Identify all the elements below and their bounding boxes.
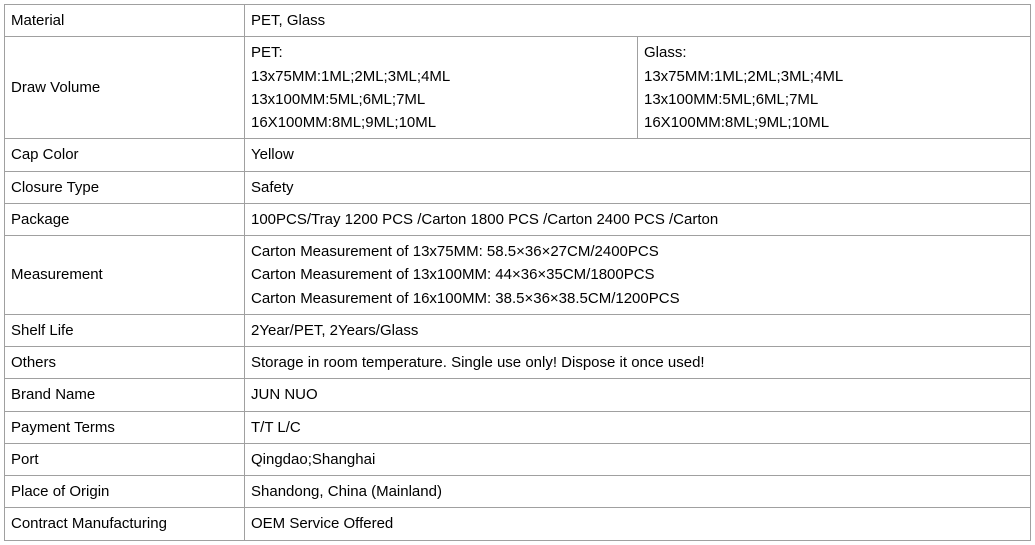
value-line: Carton Measurement of 13x75MM: 58.5×36×2… bbox=[251, 240, 1024, 263]
table-row: OthersStorage in room temperature. Singl… bbox=[5, 347, 1031, 379]
row-value: Safety bbox=[245, 171, 1031, 203]
table-row: Closure TypeSafety bbox=[5, 171, 1031, 203]
table-row: Brand NameJUN NUO bbox=[5, 379, 1031, 411]
row-label: Closure Type bbox=[5, 171, 245, 203]
row-label: Port bbox=[5, 443, 245, 475]
value-line: 16X100MM:8ML;9ML;10ML bbox=[644, 111, 1024, 134]
row-label: Draw Volume bbox=[5, 37, 245, 139]
table-row: Payment TermsT/T L/C bbox=[5, 411, 1031, 443]
row-label: Place of Origin bbox=[5, 476, 245, 508]
value-line: 13x75MM:1ML;2ML;3ML;4ML bbox=[644, 65, 1024, 88]
row-value: JUN NUO bbox=[245, 379, 1031, 411]
row-value: Yellow bbox=[245, 139, 1031, 171]
row-value: 2Year/PET, 2Years/Glass bbox=[245, 314, 1031, 346]
value-line: 16X100MM:8ML;9ML;10ML bbox=[251, 111, 631, 134]
row-value: PET, Glass bbox=[245, 5, 1031, 37]
row-label: Payment Terms bbox=[5, 411, 245, 443]
value-line: 13x100MM:5ML;6ML;7ML bbox=[644, 88, 1024, 111]
split-left: PET:13x75MM:1ML;2ML;3ML;4ML13x100MM:5ML;… bbox=[245, 37, 638, 138]
row-label: Material bbox=[5, 5, 245, 37]
row-label: Measurement bbox=[5, 236, 245, 315]
row-value: Shandong, China (Mainland) bbox=[245, 476, 1031, 508]
table-row: Draw VolumePET:13x75MM:1ML;2ML;3ML;4ML13… bbox=[5, 37, 1031, 139]
table-row: Shelf Life2Year/PET, 2Years/Glass bbox=[5, 314, 1031, 346]
table-row: Contract ManufacturingOEM Service Offere… bbox=[5, 508, 1031, 540]
row-value: PET:13x75MM:1ML;2ML;3ML;4ML13x100MM:5ML;… bbox=[245, 37, 1031, 139]
row-value: Carton Measurement of 13x75MM: 58.5×36×2… bbox=[245, 236, 1031, 315]
table-row: MaterialPET, Glass bbox=[5, 5, 1031, 37]
table-row: PortQingdao;Shanghai bbox=[5, 443, 1031, 475]
row-value: Storage in room temperature. Single use … bbox=[245, 347, 1031, 379]
value-line: PET: bbox=[251, 41, 631, 64]
value-line: Carton Measurement of 13x100MM: 44×36×35… bbox=[251, 263, 1024, 286]
spec-table: MaterialPET, GlassDraw VolumePET:13x75MM… bbox=[4, 4, 1031, 541]
value-line: 13x75MM:1ML;2ML;3ML;4ML bbox=[251, 65, 631, 88]
value-line: 13x100MM:5ML;6ML;7ML bbox=[251, 88, 631, 111]
table-row: Cap ColorYellow bbox=[5, 139, 1031, 171]
row-label: Contract Manufacturing bbox=[5, 508, 245, 540]
row-value: 100PCS/Tray 1200 PCS /Carton 1800 PCS /C… bbox=[245, 203, 1031, 235]
row-label: Cap Color bbox=[5, 139, 245, 171]
table-row: Package100PCS/Tray 1200 PCS /Carton 1800… bbox=[5, 203, 1031, 235]
row-label: Others bbox=[5, 347, 245, 379]
row-value: T/T L/C bbox=[245, 411, 1031, 443]
row-label: Shelf Life bbox=[5, 314, 245, 346]
row-value: Qingdao;Shanghai bbox=[245, 443, 1031, 475]
table-row: Measurement Carton Measurement of 13x75MM… bbox=[5, 236, 1031, 315]
spec-table-body: MaterialPET, GlassDraw VolumePET:13x75MM… bbox=[5, 5, 1031, 541]
value-line: Carton Measurement of 16x100MM: 38.5×36×… bbox=[251, 287, 1024, 310]
split-right: Glass:13x75MM:1ML;2ML;3ML;4ML13x100MM:5M… bbox=[638, 37, 1031, 138]
value-line: Glass: bbox=[644, 41, 1024, 64]
row-label: Package bbox=[5, 203, 245, 235]
row-value: OEM Service Offered bbox=[245, 508, 1031, 540]
row-label: Brand Name bbox=[5, 379, 245, 411]
table-row: Place of OriginShandong, China (Mainland… bbox=[5, 476, 1031, 508]
